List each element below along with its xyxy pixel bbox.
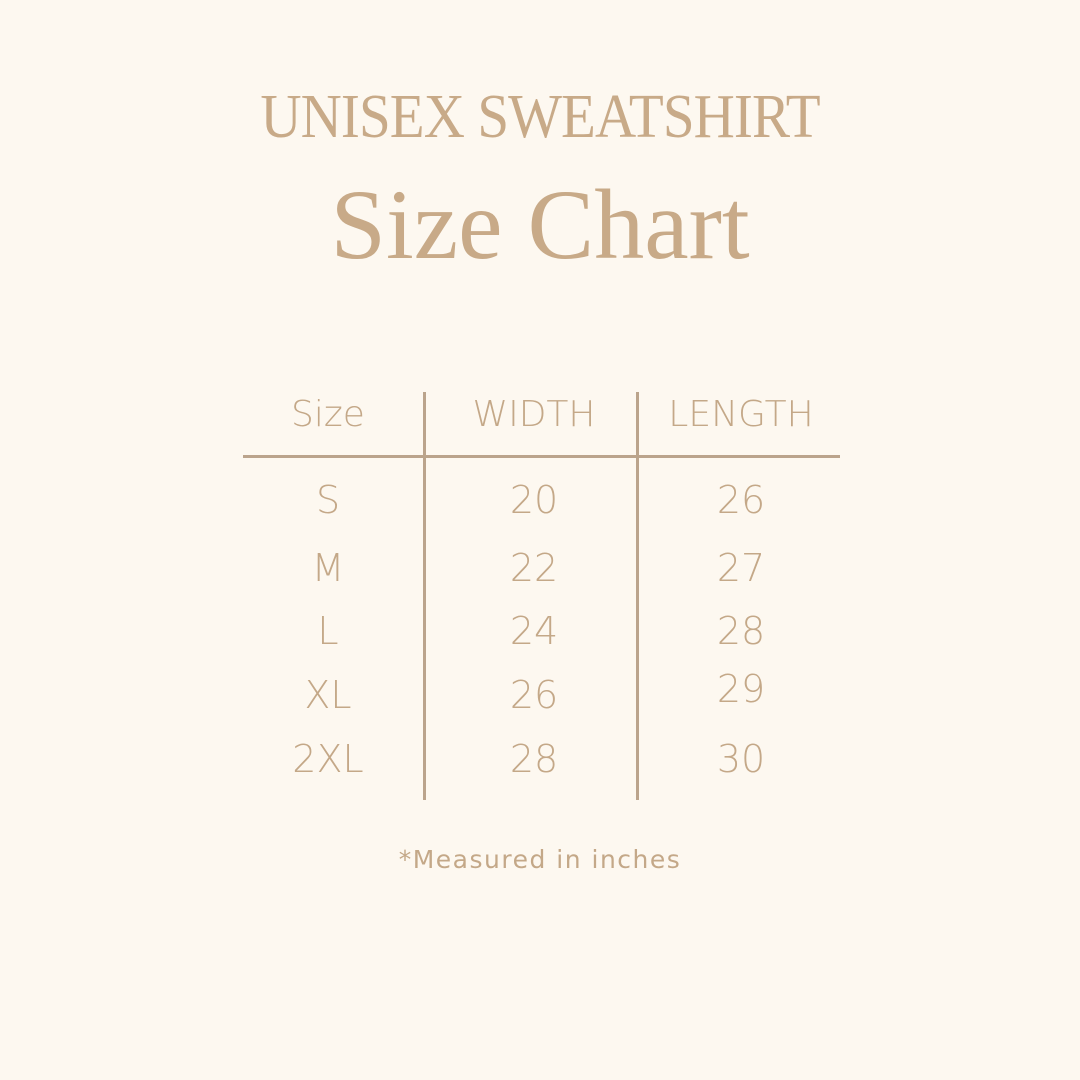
cell-size: S	[315, 478, 341, 522]
cell-size: M	[311, 546, 345, 590]
column-header-length: LENGTH	[668, 394, 814, 435]
cell-length: 30	[716, 737, 766, 781]
cell-size: XL	[304, 673, 352, 717]
cell-length: 28	[716, 609, 766, 653]
cell-width: 26	[509, 673, 559, 717]
column-divider	[636, 392, 639, 800]
column-header-size: Size	[291, 394, 365, 435]
measurement-note: *Measured in inches	[398, 845, 682, 874]
cell-size: 2XL	[292, 737, 364, 781]
column-divider	[423, 392, 426, 800]
cell-length: 26	[716, 478, 766, 522]
header-divider	[243, 455, 840, 458]
column-header-width: WIDTH	[472, 394, 596, 435]
page-title: Size Chart	[330, 169, 750, 280]
cell-width: 22	[509, 546, 559, 590]
cell-length: 27	[716, 546, 766, 590]
cell-width: 20	[509, 478, 559, 522]
cell-width: 24	[509, 609, 559, 653]
cell-width: 28	[509, 737, 559, 781]
cell-length: 29	[716, 667, 766, 711]
product-title: UNISEX SWEATSHIRT	[260, 83, 820, 151]
cell-size: L	[317, 609, 339, 653]
